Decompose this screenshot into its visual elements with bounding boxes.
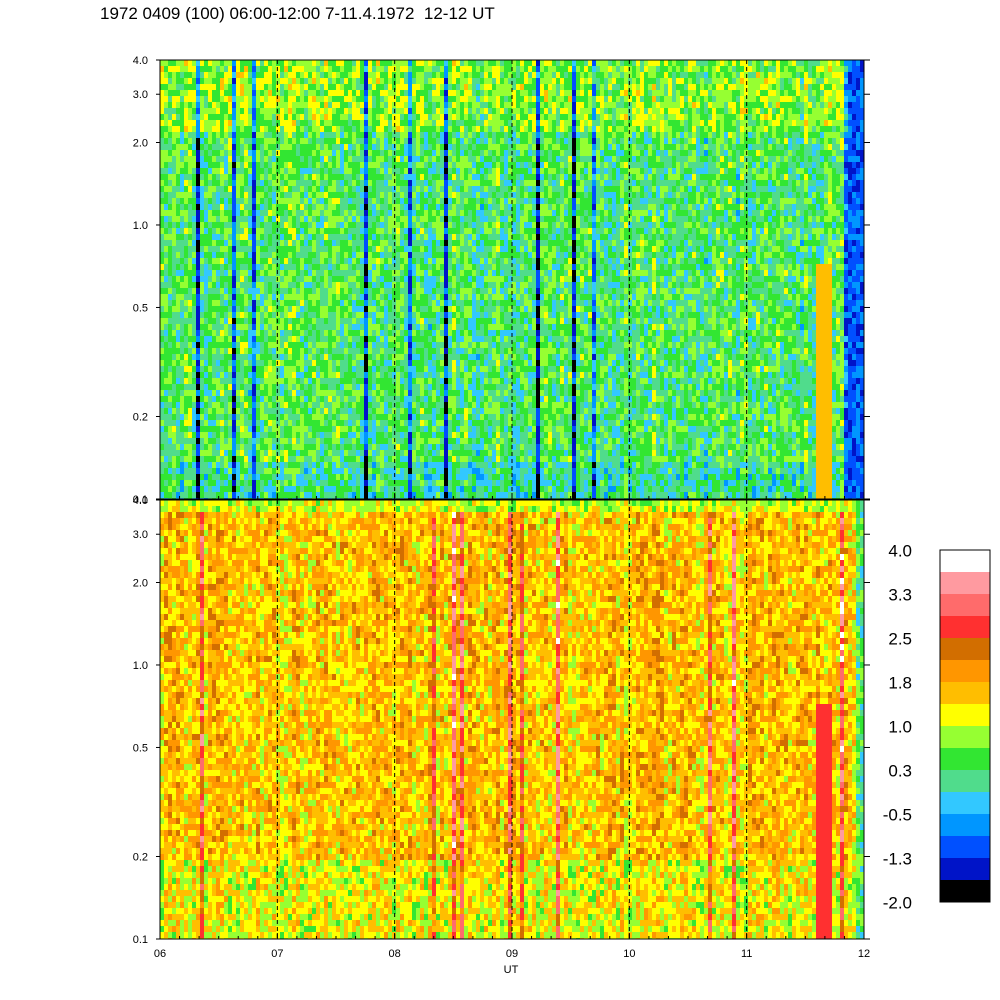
lower-spectrogram-panel: 0.1 0.2 0.5 1.0 2.0 3.0 4.0 06 07 08 09 10 11 12 (133, 495, 870, 960)
x-tick-label: 06 (154, 948, 166, 960)
colorbar-label: 1.8 (888, 673, 912, 692)
colorbar-band (940, 704, 990, 726)
colorbar-label: 3.3 (888, 585, 912, 604)
colorbar-label: -2.0 (883, 893, 912, 912)
y-tick-label: 1.0 (133, 220, 148, 232)
colorbar-band (940, 792, 990, 814)
colorbar-band (940, 682, 990, 704)
x-tick-label: 07 (271, 948, 283, 960)
colorbar-band (940, 572, 990, 594)
y-tick-label: 0.5 (133, 742, 148, 754)
colorbar: 4.0 3.3 2.5 1.8 1.0 0.3 -0.5 -1.3 -2.0 (883, 541, 991, 912)
x-tick-label: 11 (741, 948, 752, 960)
colorbar-band (940, 836, 990, 858)
x-axis-label: UT (504, 964, 519, 976)
y-tick-label: 2.0 (133, 577, 148, 589)
y-tick-label: 0.2 (133, 852, 148, 864)
colorbar-label: -1.3 (883, 849, 912, 868)
y-tick-label: 4.0 (133, 55, 148, 67)
x-tick-label: 09 (506, 948, 518, 960)
spectrogram-cells (160, 60, 865, 500)
colorbar-band (940, 726, 990, 748)
colorbar-band (940, 770, 990, 792)
y-tick-label: 4.0 (133, 495, 148, 507)
y-tick-label: 0.1 (133, 494, 148, 506)
colorbar-band (940, 638, 990, 660)
y-tick-label: 0.1 (133, 934, 148, 946)
colorbar-band (940, 594, 990, 616)
y-tick-label: 3.0 (133, 529, 148, 541)
colorbar-label: -0.5 (883, 805, 912, 824)
y-tick-label: 2.0 (133, 137, 148, 149)
x-tick-label: 08 (389, 948, 401, 960)
y-tick-label: 3.0 (133, 89, 148, 101)
y-tick-label: 1.0 (133, 660, 148, 672)
colorbar-band (940, 660, 990, 682)
colorbar-band (940, 748, 990, 770)
chart-title: 1972 0409 (100) 06:00-12:00 7-11.4.1972 … (100, 4, 495, 24)
colorbar-band (940, 550, 990, 572)
colorbar-band (940, 616, 990, 638)
upper-spectrogram-panel: 0.1 0.2 0.5 1.0 2.0 3.0 4.0 (133, 55, 870, 506)
colorbar-label: 2.5 (888, 629, 912, 648)
colorbar-label: 4.0 (888, 541, 912, 560)
colorbar-band (940, 858, 990, 880)
y-tick-label: 0.2 (133, 412, 148, 424)
x-tick-label: 10 (623, 948, 635, 960)
colorbar-label: 1.0 (888, 717, 912, 736)
x-tick-label: 12 (858, 948, 870, 960)
y-tick-label: 0.5 (133, 302, 148, 314)
colorbar-label: 0.3 (888, 761, 912, 780)
colorbar-band (940, 814, 990, 836)
colorbar-frame (939, 549, 991, 903)
colorbar-band (940, 880, 990, 902)
